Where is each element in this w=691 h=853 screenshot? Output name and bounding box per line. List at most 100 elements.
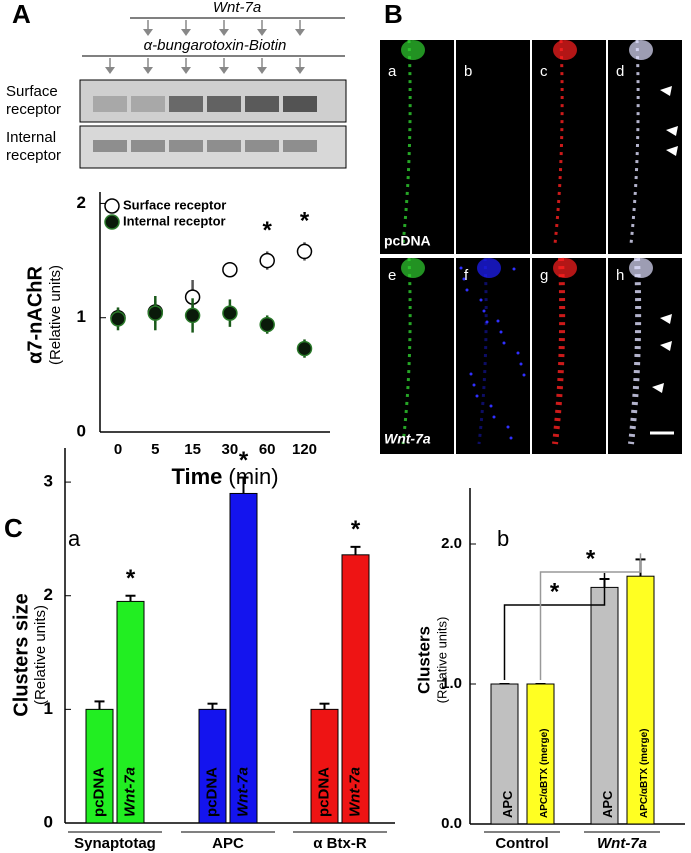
- image-letter: h: [616, 267, 624, 284]
- speckle: [485, 320, 489, 324]
- x-label-main: Time: [171, 464, 222, 489]
- y-tick-label: 0: [77, 421, 86, 440]
- blot-row-label: Internal receptor: [6, 129, 61, 164]
- speckle: [459, 266, 463, 270]
- x-label-unit: (min): [228, 464, 278, 489]
- neurite: [401, 39, 412, 245]
- arrow-marker: [666, 126, 678, 136]
- speckle: [506, 425, 510, 429]
- x-tick-label: 15: [184, 441, 201, 458]
- image-letter: g: [540, 267, 548, 284]
- y-tick-label: 1: [44, 699, 53, 718]
- blot-row-label: Surface receptor: [6, 83, 61, 118]
- arrow-marker: [660, 341, 672, 351]
- x-axis-label: Time (min): [171, 464, 278, 489]
- label-line: receptor: [6, 147, 61, 164]
- arrow-head: [257, 29, 267, 36]
- blot-band: [207, 96, 241, 112]
- speckle: [462, 277, 466, 281]
- arrow-head: [219, 67, 229, 74]
- significance: *: [239, 447, 249, 474]
- micrograph: [608, 258, 682, 454]
- significance: *: [550, 578, 560, 605]
- data-point: [110, 311, 126, 327]
- bar: [490, 683, 519, 825]
- speckle: [499, 330, 503, 334]
- label-line: Internal: [6, 129, 56, 146]
- x-tick-label: α Btx-R: [313, 835, 367, 852]
- bar-label: pcDNA: [203, 767, 220, 817]
- x-tick-label: 120: [292, 441, 317, 458]
- arrow-head: [295, 29, 305, 36]
- bar: [626, 575, 655, 825]
- arrow-head: [105, 67, 115, 74]
- soma: [401, 258, 425, 278]
- arrow-marker: [652, 383, 664, 393]
- legend-marker: [104, 198, 120, 214]
- speckle: [512, 267, 516, 271]
- micrograph: [532, 40, 606, 254]
- x-tick-label: Synaptotag: [74, 835, 156, 852]
- blot-band: [245, 140, 279, 152]
- y-axis-label: Clusters size: [10, 593, 32, 716]
- x-tick-label: Control: [495, 835, 548, 852]
- bar-label: APC/αBTX (merge): [539, 729, 550, 819]
- image-letter: c: [540, 63, 548, 80]
- data-point: [296, 340, 313, 357]
- y-tick-label: 0.0: [441, 815, 462, 832]
- neurite: [553, 39, 564, 245]
- legend-marker: [104, 214, 120, 230]
- image-letter: e: [388, 267, 396, 284]
- blot-label: α-bungarotoxin-Biotin: [144, 37, 287, 54]
- speckle: [519, 362, 523, 366]
- soma: [553, 258, 577, 278]
- arrows: [105, 20, 305, 74]
- arrow-head: [295, 67, 305, 74]
- row-label: pcDNA: [384, 233, 431, 249]
- sub-letter: b: [497, 526, 509, 551]
- blot-band: [207, 140, 241, 152]
- speckle: [496, 319, 500, 323]
- significance: *: [586, 545, 596, 572]
- bar-label: pcDNA: [90, 767, 107, 817]
- bar-label: APC: [600, 790, 615, 818]
- microscopy: SynaptotagAPCαBtxMergeabcdefghpcDNAWnt-7…: [380, 39, 682, 454]
- speckle: [472, 383, 476, 387]
- arrow-marker: [660, 86, 672, 96]
- blot-band: [93, 96, 127, 112]
- bar: [116, 600, 145, 824]
- bands: [93, 96, 317, 152]
- arrow-marker: [660, 314, 672, 324]
- image-letter: d: [616, 63, 624, 80]
- bar: [85, 708, 114, 824]
- micrograph: [608, 40, 682, 254]
- label-line: receptor: [6, 101, 61, 118]
- significance: *: [351, 516, 361, 543]
- bar-label: Wnt-7a: [121, 767, 138, 817]
- arrow-marker: [666, 146, 678, 156]
- bar: [229, 492, 258, 824]
- label-line: Surface: [6, 83, 58, 100]
- bar: [310, 708, 339, 824]
- speckle: [522, 373, 526, 377]
- arrow-head: [181, 29, 191, 36]
- soma: [553, 40, 577, 60]
- y-tick-label: 3: [44, 472, 53, 491]
- panel-letter: B: [384, 0, 403, 29]
- y-tick-label: 2.0: [441, 535, 462, 552]
- panel-letter: A: [12, 0, 31, 29]
- legend-label: Internal receptor: [123, 213, 226, 228]
- data-point: [222, 305, 238, 321]
- speckle: [469, 372, 473, 376]
- micrograph: [456, 258, 530, 454]
- x-tick-label: Wnt-7a: [597, 835, 647, 852]
- blot-band: [169, 96, 203, 112]
- neurite: [629, 39, 640, 245]
- comparison-bracket: [503, 573, 606, 680]
- bar-label: Wnt-7a: [234, 767, 251, 817]
- blot-band: [169, 140, 203, 152]
- image-letter: b: [464, 63, 472, 80]
- speckle: [502, 341, 506, 345]
- speckle: [479, 298, 483, 302]
- speckle: [465, 288, 469, 292]
